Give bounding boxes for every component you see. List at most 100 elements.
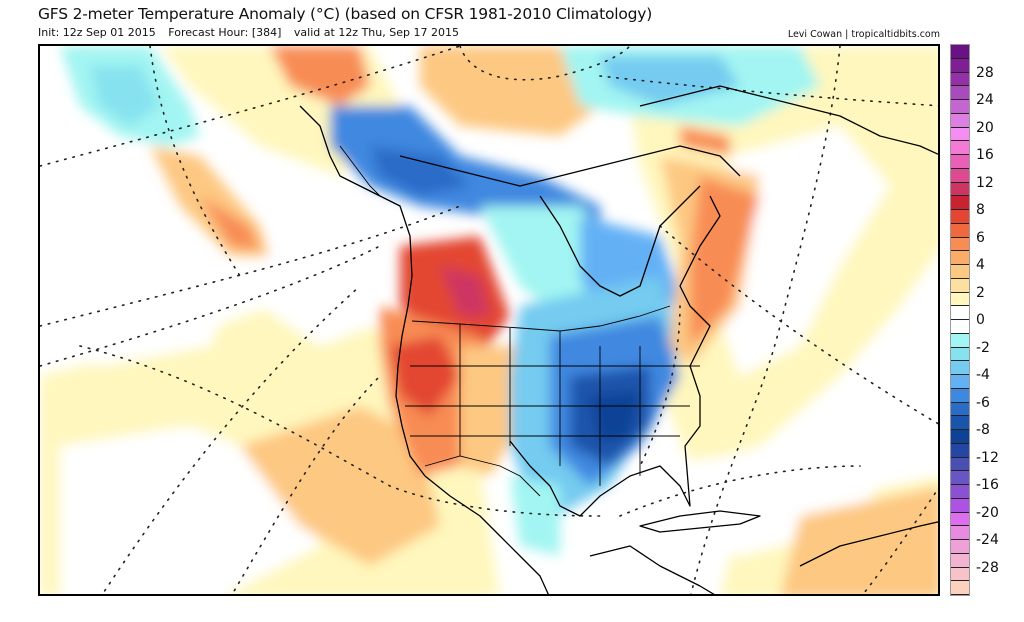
field-mild — [690, 176, 760, 346]
colorbar-label: -16 — [976, 477, 999, 493]
colorbar-label: 24 — [976, 92, 994, 108]
colorbar-segment — [951, 58, 969, 73]
colorbar-segment — [951, 45, 969, 59]
field-white — [40, 206, 240, 366]
colorbar-segment — [951, 333, 969, 348]
colorbar-label: 0 — [976, 312, 985, 328]
colorbar-segment — [951, 278, 969, 293]
colorbar-segment — [951, 196, 969, 210]
chart-subtitle: Init: 12z Sep 01 2015 Forecast Hour: [38… — [38, 26, 468, 39]
colorbar-segment — [951, 361, 969, 375]
anomaly-map — [38, 44, 940, 596]
init-time: Init: 12z Sep 01 2015 — [38, 26, 156, 39]
colorbar-segment — [951, 320, 969, 334]
colorbar-segment — [951, 237, 969, 252]
colorbar-segment — [951, 292, 969, 307]
coastline-greenland — [639, 85, 938, 155]
colorbar-label: 16 — [976, 147, 994, 163]
colorbar-segment — [951, 251, 969, 265]
colorbar-segment — [951, 347, 969, 362]
field-cool — [90, 66, 160, 126]
colorbar-segment — [951, 223, 969, 238]
colorbar-segment — [951, 100, 969, 114]
field-slightly-warm — [240, 406, 440, 566]
colorbar-segment — [951, 485, 969, 499]
graticule-line — [79, 345, 601, 517]
coastline-central-america — [589, 545, 715, 594]
colorbar-label: -2 — [976, 339, 990, 356]
colorbar-segment — [951, 127, 969, 142]
colorbar-segment — [951, 86, 969, 100]
field-very-warm — [440, 266, 490, 316]
colorbar-label: -12 — [976, 449, 999, 466]
colorbar-segment — [951, 210, 969, 224]
coastline-alaska — [299, 105, 413, 277]
colorbar-segment — [951, 182, 969, 197]
coastline-gulf — [509, 195, 721, 517]
field-slightly-warm — [780, 486, 938, 594]
graticule-line — [40, 46, 461, 167]
colorbar-segment — [951, 168, 969, 183]
colorbar-segment — [951, 443, 969, 458]
credit-text: Levi Cowan | tropicaltidbits.com — [787, 29, 940, 40]
coastline-south-america — [799, 521, 938, 567]
field-warm — [390, 336, 460, 416]
colorbar-segment — [951, 567, 969, 582]
colorbar-segment — [951, 430, 969, 444]
valid-time: valid at 12z Thu, Sep 17 2015 — [293, 26, 459, 39]
colorbar-segment — [951, 498, 969, 513]
colorbar-label: 8 — [976, 202, 985, 218]
field-slightly-warm — [460, 346, 520, 476]
colorbar-label: 4 — [976, 257, 985, 273]
graticule-line — [659, 225, 938, 425]
coastlines — [299, 85, 938, 594]
colorbar-segment — [951, 375, 969, 389]
colorbar-label: 2 — [976, 284, 985, 301]
colorbar-segment — [951, 155, 969, 169]
colorbar-segment — [951, 471, 969, 485]
borders — [339, 145, 700, 497]
colorbar-segment — [951, 141, 969, 155]
graticule — [40, 46, 938, 594]
colorbar-label: -8 — [976, 422, 990, 438]
field-white — [60, 426, 320, 594]
graticule-line — [690, 46, 841, 594]
border-us-mexico — [424, 455, 541, 497]
coastline-hudson — [539, 185, 701, 297]
coastline-pacific-nw — [395, 275, 549, 594]
colorbar-label: -6 — [976, 394, 990, 411]
colorbar-segment — [951, 72, 969, 87]
coastline-cuba — [639, 510, 761, 533]
field-very-cold — [590, 391, 640, 441]
colorbar-label: -24 — [976, 532, 999, 548]
field-very-cold — [370, 146, 470, 196]
graticule-line — [40, 205, 461, 327]
field-slightly-warm — [420, 46, 600, 136]
colorbar-segment — [951, 265, 969, 279]
colorbar-label: -4 — [976, 367, 990, 383]
colorbar-segment — [951, 416, 969, 430]
colorbar-segment — [951, 581, 969, 595]
colorbar-label: 20 — [976, 119, 994, 136]
colorbar-label: -28 — [976, 559, 999, 576]
graticule-line — [149, 46, 241, 277]
graticule-line — [459, 46, 631, 81]
colorbar-label: -20 — [976, 504, 999, 521]
field-cold — [600, 56, 740, 106]
colorbar-label: 6 — [976, 229, 985, 246]
colorbar-segment — [951, 526, 969, 540]
anomaly-field — [40, 46, 938, 594]
colorbar-segment — [951, 306, 969, 320]
colorbar-segment — [951, 553, 969, 568]
colorbar-label: 28 — [976, 64, 994, 81]
colorbar-segment — [951, 512, 969, 527]
colorbar-segment — [951, 457, 969, 472]
colorbar-segment — [951, 113, 969, 128]
field-white — [260, 216, 370, 346]
field-mild — [200, 196, 260, 251]
coastline-arctic — [399, 145, 741, 187]
chart-title: GFS 2-meter Temperature Anomaly (°C) (ba… — [38, 5, 653, 23]
graticule-line — [40, 245, 381, 367]
colorbar-segment — [951, 388, 969, 403]
colorbar-segment — [951, 402, 969, 417]
